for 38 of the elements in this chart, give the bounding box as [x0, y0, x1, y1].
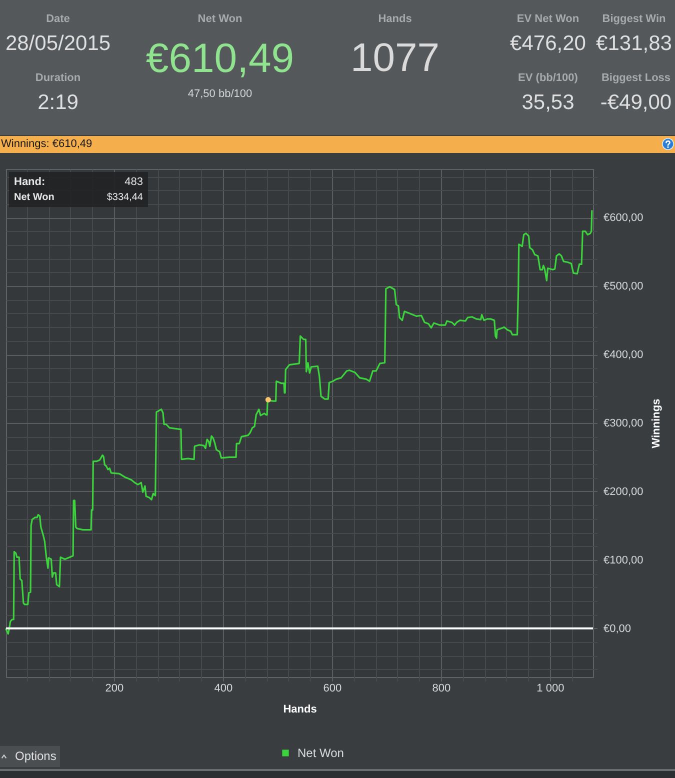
text: EV (bb/100) — [518, 72, 578, 85]
y-tick-label: €500,00 — [604, 280, 644, 293]
text: EV Net Won — [516, 13, 580, 26]
text: Duration — [35, 72, 81, 85]
annotation: $334,44 — [106, 192, 143, 204]
text: €610,49 — [146, 35, 294, 82]
text: Date — [46, 13, 70, 26]
text: €476,20 — [510, 32, 586, 56]
text: Net Won — [198, 13, 242, 26]
text: Biggest Loss — [601, 72, 671, 85]
chart-title: Winnings: €610,49 — [1, 138, 92, 151]
text: Hands — [378, 13, 412, 26]
y-axis-title: Winnings — [650, 398, 662, 448]
x-tick-label: 1 000 — [536, 682, 564, 694]
text: 2:19 — [38, 91, 78, 116]
y-tick-label: €400,00 — [604, 349, 644, 362]
x-tick-label: 200 — [105, 682, 124, 694]
x-tick-label: 800 — [432, 682, 451, 694]
text: -€49,00 — [600, 91, 672, 116]
text: 35,53 — [522, 91, 574, 116]
text: Biggest Win — [602, 13, 666, 26]
text: €131,83 — [596, 32, 672, 56]
y-tick-label: €600,00 — [604, 212, 644, 224]
y-tick-label: €200,00 — [604, 486, 644, 498]
text: 47,50 bb/100 — [188, 88, 252, 101]
options-button[interactable]: Options — [0, 746, 60, 767]
y-tick-label: €100,00 — [604, 554, 644, 566]
text: 1077 — [350, 35, 440, 81]
annotation: 483 — [124, 176, 143, 188]
x-tick-label: 600 — [323, 682, 342, 694]
annotation: Net Won — [14, 192, 54, 204]
annotation: Hand: — [14, 176, 46, 188]
x-axis-title: Hands — [283, 704, 317, 716]
y-tick-label: €300,00 — [604, 418, 644, 430]
y-tick-label: €0,00 — [604, 622, 632, 635]
text: 28/05/2015 — [5, 32, 111, 56]
x-tick-label: 400 — [214, 682, 233, 694]
legend-label: Net Won — [298, 746, 344, 760]
